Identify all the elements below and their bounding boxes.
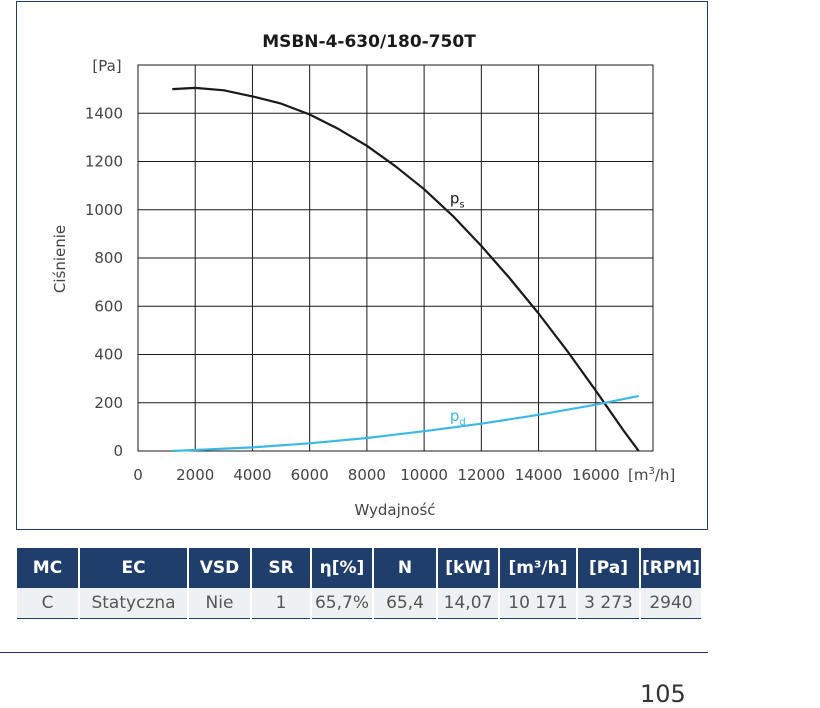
header-efficiency: η[%] <box>312 548 372 588</box>
header-kw: [kW] <box>438 548 498 588</box>
chart-svg: MSBN-4-630/180-750T [Pa] Ciśnienie Wydaj… <box>51 32 675 519</box>
y-tick-label: 1000 <box>85 201 123 219</box>
header-ec: EC <box>80 548 187 588</box>
header-vsd: VSD <box>189 548 250 588</box>
y-tick-label: 600 <box>94 297 123 315</box>
chart-frame: MSBN-4-630/180-750T [Pa] Ciśnienie Wydaj… <box>16 1 708 530</box>
page-number: 105 <box>640 680 686 708</box>
series <box>172 86 640 453</box>
series-label-ps: ps <box>450 190 465 211</box>
table-header-row: MC EC VSD SR η[%] N [kW] [m³/h] [Pa] [RP… <box>17 548 701 588</box>
y-tick-label: 1200 <box>85 153 123 171</box>
header-sr: SR <box>252 548 310 588</box>
cell-flow: 10 171 <box>500 588 576 619</box>
series-line-pd <box>172 394 639 453</box>
bottom-rule <box>0 652 708 653</box>
cell-mc: C <box>17 588 78 619</box>
cell-efficiency: 65,7% <box>312 588 372 619</box>
x-tick-label: 14000 <box>515 466 563 484</box>
x-tick-label: 8000 <box>348 466 386 484</box>
cell-vsd: Nie <box>189 588 250 619</box>
x-axis-label: Wydajność <box>354 501 435 519</box>
x-tick-label: 0 <box>133 466 143 484</box>
table-row: C Statyczna Nie 1 65,7% 65,4 14,07 10 17… <box>17 588 701 619</box>
tick-labels: 0 2000 4000 6000 8000 10000 12000 14000 16000 0 20… <box>85 104 620 484</box>
cell-pa: 3 273 <box>578 588 639 619</box>
x-tick-label: 16000 <box>572 466 620 484</box>
y-tick-label: 200 <box>94 394 123 412</box>
series-label-pd: pd <box>450 407 466 428</box>
header-n: N <box>374 548 436 588</box>
x-tick-label: 10000 <box>400 466 448 484</box>
cell-ec: Statyczna <box>80 588 187 619</box>
spec-table: MC EC VSD SR η[%] N [kW] [m³/h] [Pa] [RP… <box>15 548 703 619</box>
x-tick-label: 2000 <box>176 466 214 484</box>
header-pa: [Pa] <box>578 548 639 588</box>
cell-sr: 1 <box>252 588 310 619</box>
cell-rpm: 2940 <box>641 588 701 619</box>
y-tick-label: 0 <box>113 442 123 460</box>
cell-n: 65,4 <box>374 588 436 619</box>
y-tick-label: 400 <box>94 346 123 364</box>
header-mc: MC <box>17 548 78 588</box>
header-rpm: [RPM] <box>641 548 701 588</box>
cell-kw: 14,07 <box>438 588 498 619</box>
x-tick-label: 6000 <box>291 466 329 484</box>
y-unit-label: [Pa] <box>92 57 121 75</box>
x-tick-label: 4000 <box>233 466 271 484</box>
series-line-ps <box>172 86 640 452</box>
y-tick-label: 1400 <box>85 104 123 122</box>
y-axis-label: Ciśnienie <box>51 225 69 293</box>
series-labels: ps pd <box>450 190 466 428</box>
x-unit-label: [m3/h] <box>628 466 675 484</box>
y-tick-label: 800 <box>94 249 123 267</box>
x-tick-label: 12000 <box>457 466 505 484</box>
header-flow: [m³/h] <box>500 548 576 588</box>
chart-title: MSBN-4-630/180-750T <box>262 32 476 52</box>
grid <box>137 64 654 452</box>
